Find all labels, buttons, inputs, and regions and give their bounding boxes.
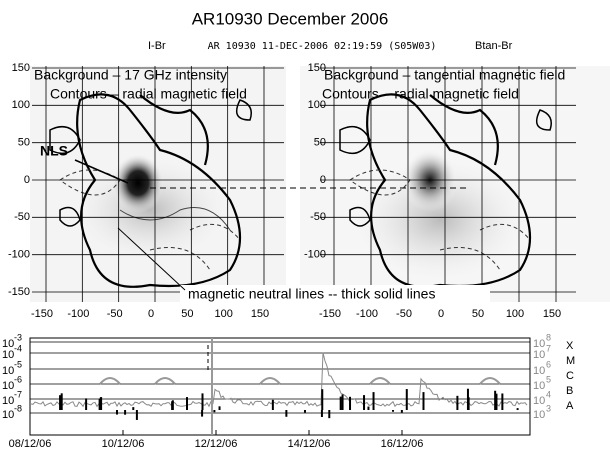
left-exp: -3	[14, 332, 22, 342]
arrow	[117, 227, 186, 291]
header-left: I-Br	[148, 40, 166, 52]
nls-label: NLS	[40, 143, 68, 159]
class-label: A	[566, 400, 574, 412]
left-base: 10	[2, 349, 14, 361]
right-line-2: Contours – radial magnetic field	[322, 86, 519, 102]
x-tick-label: 100	[506, 308, 524, 320]
date-label: 14/12/06	[288, 438, 331, 450]
x-tick-label: 100	[214, 308, 232, 320]
left-exp: -5	[14, 359, 22, 369]
right-base: 10	[533, 365, 545, 377]
date-label: 12/12/06	[195, 438, 238, 450]
arc	[99, 377, 121, 385]
y-tick-label: -150	[8, 286, 30, 298]
left-base: 10	[2, 365, 14, 377]
flux-trace	[30, 352, 528, 408]
y-tick-label: -100	[304, 249, 326, 261]
arc	[259, 377, 281, 385]
class-label: M	[566, 355, 575, 367]
class-label: X	[566, 340, 574, 352]
class-label: B	[566, 385, 573, 397]
arc	[369, 377, 391, 385]
right-base: 10	[533, 349, 545, 361]
nls-arrow	[74, 159, 129, 184]
left-base: 10	[2, 395, 14, 407]
x-tick-label: 0	[148, 308, 154, 320]
right-exp: 6	[546, 359, 551, 369]
y-tick-label: 100	[308, 99, 326, 111]
left-line-2: Contours – radial magnetic field	[50, 86, 247, 102]
left-exp: -8	[14, 403, 22, 413]
right-exp: 8	[546, 332, 551, 342]
x-tick-label: -50	[396, 308, 412, 320]
y-tick-label: 0	[24, 174, 30, 186]
x-tick-label: -50	[107, 308, 123, 320]
right-line-1: Background – tangential magnetic field	[324, 67, 565, 83]
x-tick-label: 150	[251, 308, 269, 320]
annotation: magnetic neutral lines -- thick solid li…	[188, 286, 435, 302]
date-label: 10/12/06	[102, 438, 145, 450]
x-tick-label: -100	[356, 308, 378, 320]
right-base: 10	[533, 395, 545, 407]
right-base: 10	[533, 409, 545, 421]
y-tick-label: -50	[310, 211, 326, 223]
arc	[479, 377, 501, 385]
y-tick-label: 50	[18, 137, 30, 149]
annotation-bg	[180, 285, 490, 303]
y-tick-label: 0	[320, 174, 326, 186]
x-tick-label: 50	[472, 308, 484, 320]
header-right: Btan-Br	[475, 40, 513, 52]
left-base: 10	[2, 380, 14, 392]
x-tick-label: 50	[181, 308, 193, 320]
header-center: AR 10930 11-DEC-2006 02:19:59 (S05W03)	[208, 41, 437, 52]
y-tick-label: 100	[12, 99, 30, 111]
x-tick-label: -150	[319, 308, 341, 320]
date-label: 16/12/06	[381, 438, 424, 450]
x-tick-label: -100	[67, 308, 89, 320]
arc	[154, 377, 176, 385]
left-base: 10	[2, 409, 14, 421]
right-base: 10	[533, 380, 545, 392]
right-exp: 7	[546, 343, 551, 353]
right-exp: 3	[546, 403, 551, 413]
x-tick-label: 0	[438, 308, 444, 320]
y-tick-label: 150	[308, 62, 326, 74]
left-line-1: Background – 17 GHz intensity	[34, 67, 227, 83]
right-exp: 4	[546, 389, 551, 399]
flux-plot: 10-310810-410710-510610-610510-710410-81…	[2, 332, 575, 450]
date-label: 08/12/06	[9, 438, 52, 450]
y-tick-label: 150	[12, 62, 30, 74]
left-exp: -7	[14, 389, 22, 399]
left-exp: -6	[14, 374, 22, 384]
title: AR10930 December 2006	[192, 9, 389, 28]
x-tick-label: 150	[543, 308, 561, 320]
y-tick-label: 50	[314, 137, 326, 149]
right-base: 10	[533, 338, 545, 350]
y-tick-label: -100	[8, 249, 30, 261]
left-exp: -4	[14, 343, 22, 353]
left-base: 10	[2, 338, 14, 350]
x-tick-label: -150	[31, 308, 53, 320]
right-exp: 5	[546, 374, 551, 384]
class-label: C	[566, 370, 574, 382]
y-tick-label: -50	[14, 211, 30, 223]
